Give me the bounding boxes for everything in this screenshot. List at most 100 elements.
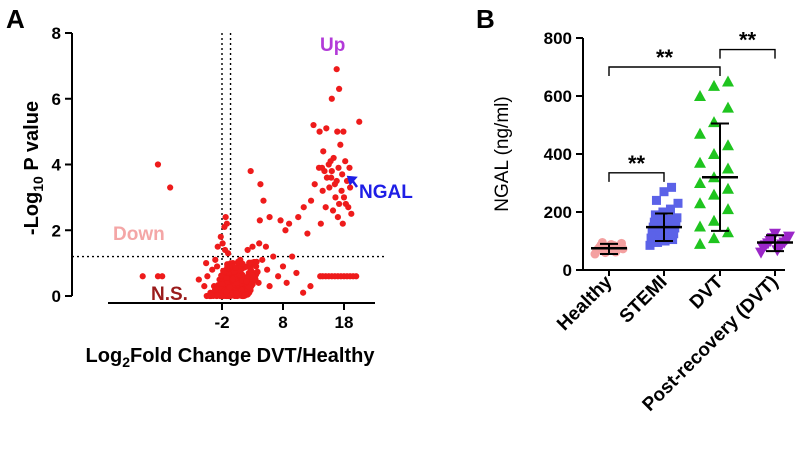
- volcano-point: [256, 217, 263, 224]
- volcano-point: [293, 269, 300, 277]
- volcano-point: [282, 227, 289, 234]
- volcano-point: [246, 259, 253, 266]
- volcano-point: [259, 256, 266, 263]
- volcano-point: [270, 253, 277, 260]
- volcano-point: [347, 184, 354, 191]
- volcano-point: [266, 283, 273, 290]
- volcano-point: [254, 268, 261, 275]
- ngal-arrowhead-icon: [346, 175, 358, 186]
- volcano-point: [201, 283, 208, 290]
- volcano-point: [338, 187, 345, 194]
- volcano-point: [256, 240, 263, 247]
- volcano-point: [327, 158, 334, 165]
- volcano-point: [295, 214, 302, 221]
- volcano-y-title-rest: P value: [21, 101, 43, 176]
- volcano-point: [326, 184, 333, 191]
- ngal-y-tick-label: 0: [563, 261, 572, 280]
- volcano-point: [311, 181, 318, 188]
- volcano-point: [328, 95, 335, 102]
- ngal-point: [665, 204, 675, 214]
- volcano-point: [139, 273, 146, 280]
- ngal-y-tick-label: 800: [544, 29, 572, 48]
- ngal-category-label: DVT: [686, 271, 728, 313]
- volcano-point: [286, 220, 293, 227]
- volcano-point: [214, 263, 221, 270]
- volcano-point: [335, 164, 342, 171]
- annotation-down: Down: [113, 224, 165, 245]
- volcano-point: [232, 264, 239, 271]
- ngal-point: [654, 232, 664, 242]
- volcano-point: [203, 260, 210, 267]
- significance-label: **: [656, 45, 674, 70]
- volcano-point: [204, 273, 211, 280]
- volcano-y-tick-label: 8: [52, 24, 61, 43]
- ngal-point: [708, 214, 720, 226]
- ngal-point: [650, 210, 660, 220]
- ngal-point: [722, 139, 734, 151]
- ngal-point: [722, 182, 734, 194]
- volcano-x-title: Log2Fold Change DVT/Healthy: [86, 345, 376, 370]
- volcano-point: [323, 174, 331, 181]
- volcano-point: [332, 194, 339, 201]
- ngal-point: [647, 227, 657, 237]
- volcano-point: [217, 233, 224, 240]
- volcano-y-tick-label: 0: [52, 287, 61, 306]
- ngal-point: [708, 79, 720, 91]
- ngal-point: [694, 156, 706, 168]
- volcano-point: [329, 207, 337, 214]
- ngal-point: [667, 182, 677, 192]
- volcano-point: [320, 148, 327, 155]
- ngal-point: [722, 101, 734, 113]
- volcano-point: [233, 290, 240, 297]
- volcano-point: [348, 210, 355, 217]
- significance-label: **: [739, 28, 757, 53]
- volcano-point: [339, 220, 346, 227]
- volcano-point: [331, 181, 338, 188]
- ngal-point: [669, 229, 679, 239]
- volcano-point: [229, 275, 237, 283]
- volcano-point: [260, 197, 267, 204]
- volcano-point: [262, 243, 270, 250]
- ngal-point: [663, 220, 673, 230]
- volcano-point: [318, 164, 326, 171]
- ngal-point: [659, 187, 669, 197]
- significance-bracket: [719, 48, 776, 59]
- volcano-y-title-main: -Log: [21, 192, 43, 235]
- volcano-point: [227, 292, 235, 299]
- volcano-point: [277, 217, 284, 224]
- ngal-point: [653, 237, 663, 247]
- ngal-point: [708, 116, 720, 128]
- volcano-point: [356, 118, 363, 125]
- panel-b-label: B: [476, 4, 495, 34]
- ngal-y-title: NGAL (ng/ml): [492, 96, 513, 211]
- ngal-point: [657, 216, 667, 226]
- ngal-category-label: Healthy: [553, 271, 617, 335]
- ngal-y-tick-label: 200: [544, 203, 572, 222]
- volcano-x-tick-label: -2: [214, 313, 229, 332]
- ngal-y-tick-label: 600: [544, 87, 572, 106]
- volcano-point: [322, 204, 329, 211]
- volcano-point: [307, 197, 315, 204]
- ngal-point: [694, 220, 706, 232]
- volcano-point: [319, 187, 326, 194]
- volcano-point: [307, 283, 314, 290]
- volcano-point: [342, 158, 349, 165]
- volcano-x-title-main: Log: [86, 345, 123, 367]
- ngal-point: [694, 177, 706, 188]
- ngal-point: [671, 219, 681, 229]
- volcano-point: [279, 263, 287, 270]
- volcano-point: [331, 273, 338, 280]
- ngal-point: [694, 197, 706, 209]
- volcano-y-tick-label: 2: [52, 221, 61, 240]
- significance-bracket: [608, 66, 721, 76]
- volcano-point: [340, 128, 347, 135]
- volcano-point: [328, 174, 335, 181]
- volcano-point: [264, 266, 271, 273]
- volcano-point: [339, 171, 346, 178]
- volcano-point: [300, 204, 307, 211]
- ngal-point: [708, 232, 720, 244]
- significance-label: **: [628, 151, 646, 176]
- volcano-x-title-rest: Fold Change DVT/Healthy: [130, 345, 375, 367]
